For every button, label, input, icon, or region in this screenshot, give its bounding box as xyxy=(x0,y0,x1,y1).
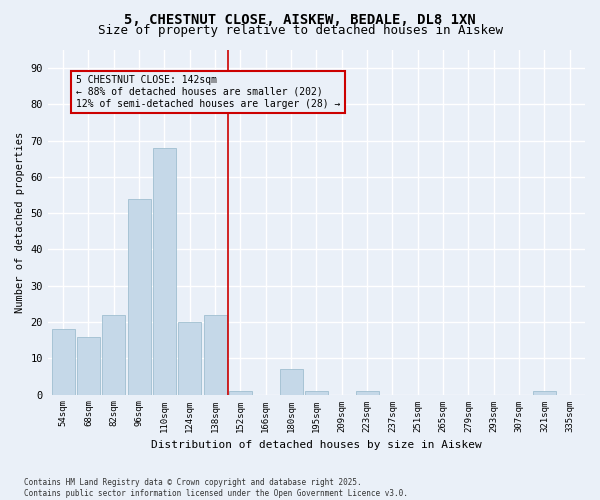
Text: 5, CHESTNUT CLOSE, AISKEW, BEDALE, DL8 1XN: 5, CHESTNUT CLOSE, AISKEW, BEDALE, DL8 1… xyxy=(124,12,476,26)
Bar xyxy=(178,322,201,394)
Bar xyxy=(305,391,328,394)
Bar xyxy=(356,391,379,394)
Bar xyxy=(229,391,252,394)
Text: Contains HM Land Registry data © Crown copyright and database right 2025.
Contai: Contains HM Land Registry data © Crown c… xyxy=(24,478,408,498)
Bar xyxy=(103,315,125,394)
Text: 5 CHESTNUT CLOSE: 142sqm
← 88% of detached houses are smaller (202)
12% of semi-: 5 CHESTNUT CLOSE: 142sqm ← 88% of detach… xyxy=(76,76,340,108)
Y-axis label: Number of detached properties: Number of detached properties xyxy=(15,132,25,313)
Bar xyxy=(52,330,74,394)
X-axis label: Distribution of detached houses by size in Aiskew: Distribution of detached houses by size … xyxy=(151,440,482,450)
Bar xyxy=(153,148,176,394)
Bar xyxy=(204,315,227,394)
Text: Size of property relative to detached houses in Aiskew: Size of property relative to detached ho… xyxy=(97,24,503,37)
Bar xyxy=(77,336,100,394)
Bar xyxy=(533,391,556,394)
Bar xyxy=(128,198,151,394)
Bar xyxy=(280,369,302,394)
